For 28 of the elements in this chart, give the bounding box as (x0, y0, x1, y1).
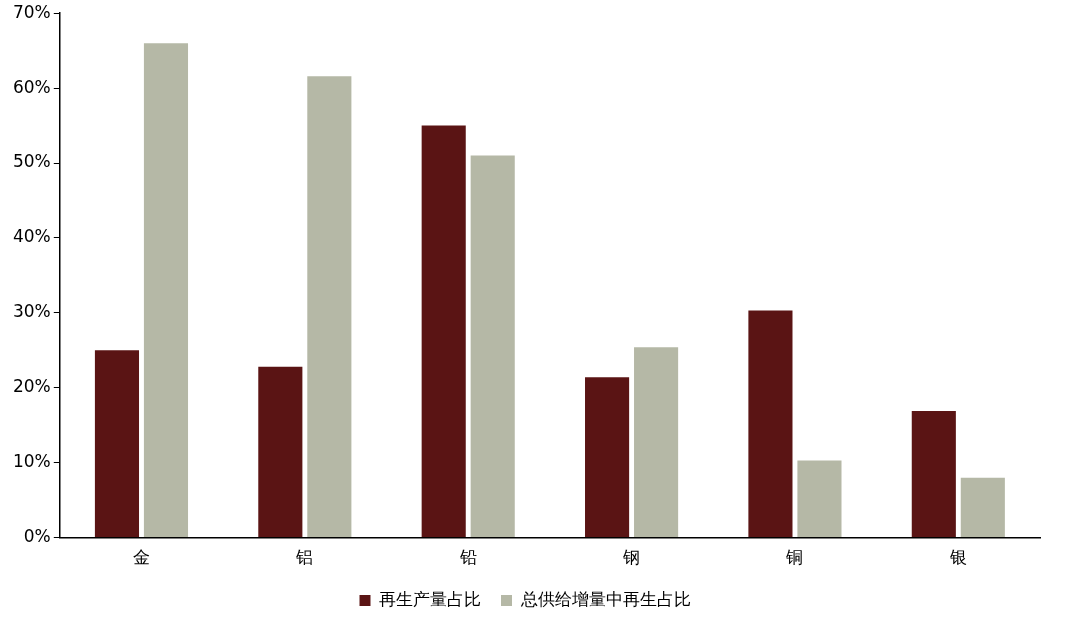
bar (911, 411, 956, 538)
bar (307, 76, 352, 538)
y-tick-label: 30% (12, 301, 51, 322)
y-tick-label: 10% (12, 451, 51, 472)
bar (258, 366, 303, 538)
bar (748, 310, 793, 538)
bar (797, 460, 842, 538)
bar (94, 350, 140, 538)
x-tick-label: 钢 (622, 547, 641, 568)
bar (421, 125, 466, 538)
x-tick-label: 金 (132, 547, 150, 568)
x-tick-label: 铝 (295, 547, 314, 568)
x-tick-label: 铜 (785, 547, 804, 568)
y-tick-label: 40% (12, 226, 51, 247)
bar (960, 477, 1005, 538)
x-tick-label: 银 (948, 547, 967, 568)
bar (585, 377, 630, 538)
y-tick-label: 60% (12, 76, 51, 97)
bar (634, 347, 679, 538)
bar (143, 43, 189, 538)
legend-label: 再生产量占比 (379, 588, 481, 609)
y-tick-label: 0% (23, 526, 51, 547)
y-tick-label: 70% (12, 1, 51, 22)
legend-label: 总供给增量中再生占比 (519, 588, 691, 609)
x-tick-label: 铅 (458, 547, 477, 568)
y-tick-label: 20% (12, 376, 51, 397)
bar (470, 155, 515, 538)
y-tick-label: 50% (12, 151, 51, 172)
